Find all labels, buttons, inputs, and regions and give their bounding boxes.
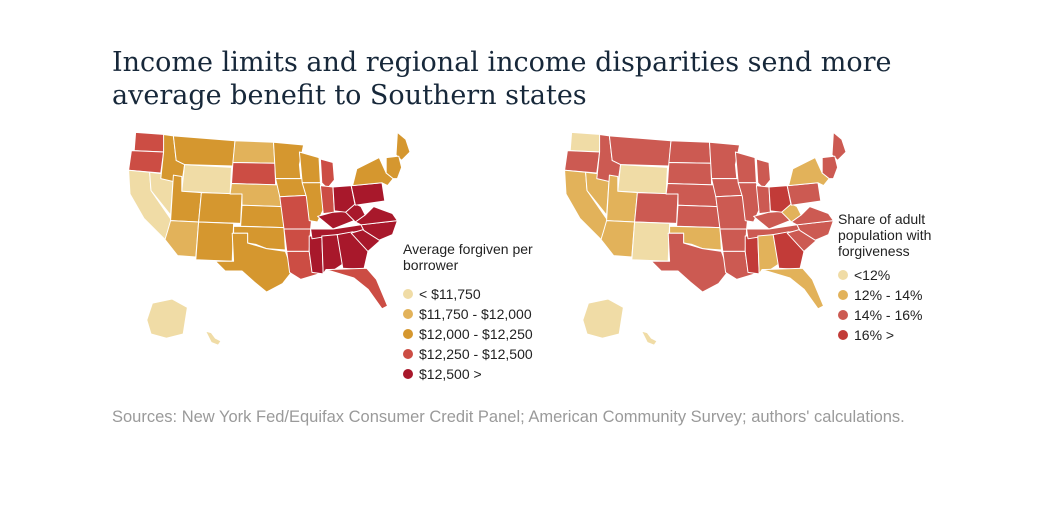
state-ny: [788, 157, 830, 187]
legend-swatch: [403, 349, 413, 359]
legend-item: <12%: [838, 265, 948, 285]
state-co: [634, 192, 679, 224]
state-ar: [719, 228, 748, 252]
legend-swatch: [838, 330, 848, 340]
legend-swatch: [403, 369, 413, 379]
legend-item: 16% >: [838, 325, 948, 345]
state-mi: [319, 158, 335, 189]
map-average-forgiven: [128, 131, 411, 346]
state-in: [755, 185, 771, 215]
state-az: [164, 220, 200, 258]
legend-swatch: [838, 270, 848, 280]
legend-item: $12,250 - $12,500: [403, 344, 553, 364]
state-hi: [205, 330, 222, 346]
state-wi: [734, 151, 757, 184]
state-fl: [761, 267, 825, 310]
legend-item: $11,750 - $12,000: [403, 304, 553, 324]
legend-label: <12%: [854, 267, 891, 283]
legend-label: $11,750 - $12,000: [419, 306, 532, 322]
legend-label: 14% - 16%: [854, 307, 923, 323]
legend-item: 12% - 14%: [838, 285, 948, 305]
state-il: [737, 182, 762, 223]
state-nm: [631, 221, 671, 262]
state-nm: [195, 221, 235, 262]
state-northeast-small-states: [821, 155, 839, 180]
legend-title: Average forgiven per borrower: [403, 241, 533, 273]
state-ks: [240, 204, 285, 229]
legend-item: $12,500 >: [403, 364, 553, 384]
legend-swatch: [838, 290, 848, 300]
state-ak: [582, 298, 624, 339]
legend-label: $12,500 >: [419, 366, 482, 382]
legend-label: $12,000 - $12,250: [419, 326, 533, 342]
state-mo: [279, 194, 313, 230]
state-wa: [133, 131, 166, 153]
state-ar: [283, 228, 312, 252]
legend-label: 12% - 14%: [854, 287, 923, 303]
legend-item: $12,000 - $12,250: [403, 324, 553, 344]
state-mi: [755, 158, 771, 189]
legend-title: Share of adult population with forgivene…: [838, 211, 932, 259]
state-sd: [231, 162, 277, 186]
legend-label: $12,250 - $12,500: [419, 346, 533, 362]
state-nd: [232, 140, 276, 164]
state-pa: [350, 182, 386, 206]
chart-title: Income limits and regional income dispar…: [112, 47, 892, 111]
state-mn: [709, 141, 741, 180]
state-or: [128, 150, 165, 174]
map-share-forgiveness: [564, 131, 847, 346]
legend-label: 16% >: [854, 327, 895, 343]
legend-label: < $11,750: [419, 286, 481, 302]
state-sc: [786, 228, 818, 252]
state-wy: [181, 164, 232, 195]
legend-swatch: [403, 309, 413, 319]
state-nd: [668, 140, 712, 164]
state-tx: [650, 232, 729, 293]
state-northeast-small-states: [385, 155, 403, 180]
legend-share-forgiveness: Share of adult population with forgivene…: [838, 211, 948, 345]
state-fl: [325, 267, 389, 310]
sources-note: Sources: New York Fed/Equifax Consumer C…: [112, 408, 905, 426]
state-ga: [336, 231, 369, 271]
state-ak: [146, 298, 188, 339]
state-va: [354, 206, 398, 226]
state-ks: [676, 204, 721, 229]
state-ms: [744, 235, 760, 275]
legend-item: 14% - 16%: [838, 305, 948, 325]
state-pa: [786, 182, 822, 206]
state-wi: [298, 151, 321, 184]
state-wa: [569, 131, 602, 153]
state-ms: [308, 235, 324, 275]
legend-swatch: [403, 289, 413, 299]
state-co: [198, 192, 243, 224]
legend-average-forgiven: Average forgiven per borrower < $11,750 $…: [403, 241, 553, 384]
legend-swatch: [403, 329, 413, 339]
state-wy: [617, 164, 668, 195]
state-mt: [172, 135, 236, 167]
state-hi: [641, 330, 658, 346]
state-il: [301, 182, 326, 223]
state-sc: [350, 228, 382, 252]
state-mo: [715, 194, 749, 230]
state-ny: [352, 157, 394, 187]
state-wv: [781, 203, 802, 223]
state-sd: [667, 162, 713, 186]
state-me: [831, 131, 847, 161]
state-mn: [273, 141, 305, 180]
state-or: [564, 150, 601, 174]
state-wv: [345, 203, 366, 223]
state-mt: [608, 135, 672, 167]
legend-swatch: [838, 310, 848, 320]
state-va: [790, 206, 834, 226]
state-az: [600, 220, 636, 258]
legend-item: < $11,750: [403, 284, 553, 304]
state-tx: [214, 232, 293, 293]
state-me: [395, 131, 411, 161]
state-in: [319, 185, 335, 215]
state-ga: [772, 231, 805, 271]
